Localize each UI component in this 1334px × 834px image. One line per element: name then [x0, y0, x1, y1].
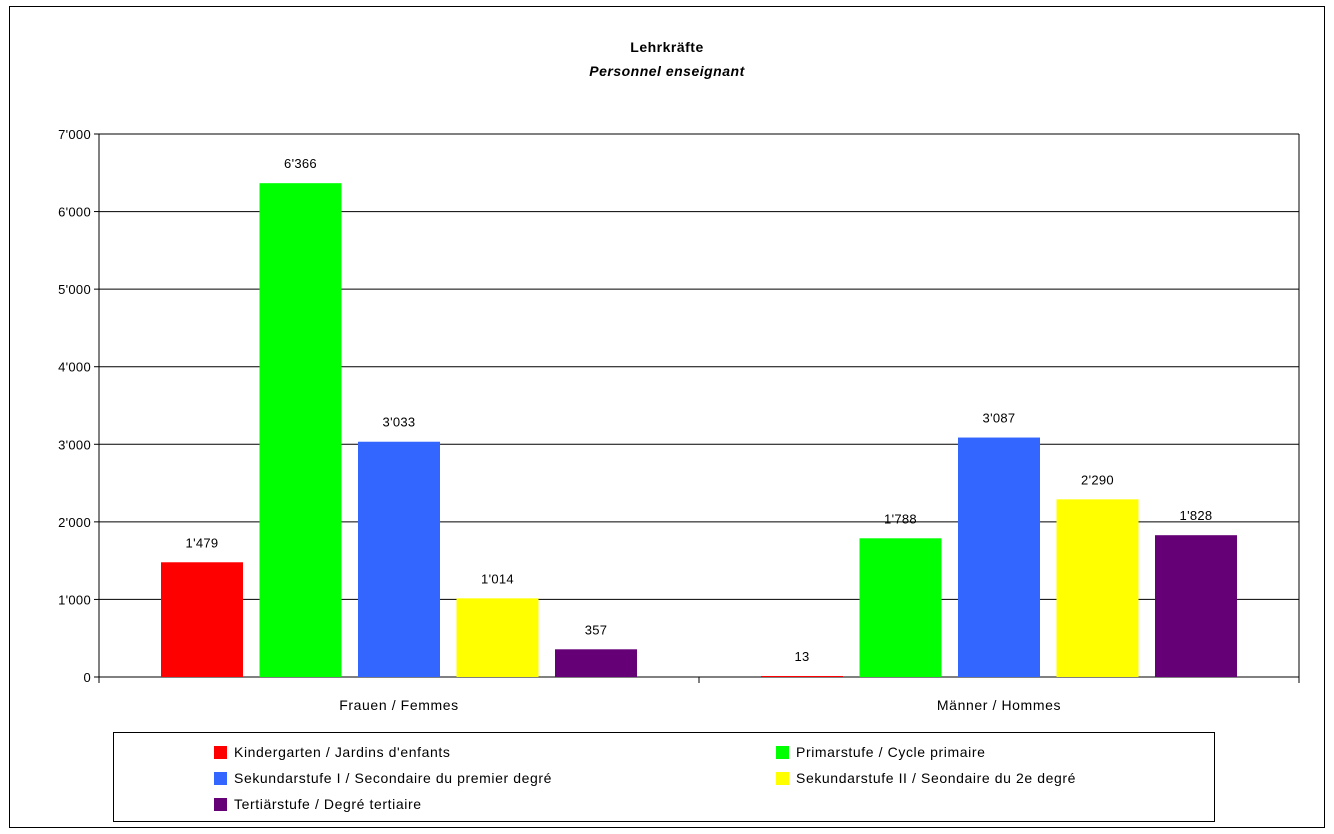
data-label: 1'014: [481, 571, 514, 586]
legend-label: Tertiärstufe / Degré tertiaire: [234, 796, 422, 812]
bar: [259, 183, 342, 677]
legend-label: Kindergarten / Jardins d'enfants: [234, 744, 451, 760]
bar: [456, 598, 539, 677]
legend-swatch: [214, 797, 227, 811]
data-label: 357: [585, 622, 608, 637]
legend-label: Sekundarstufe II / Seondaire du 2e degré: [796, 770, 1077, 786]
legend-swatch: [214, 771, 227, 785]
bar: [1155, 535, 1237, 677]
y-tick-label: 2'000: [58, 515, 91, 530]
legend-swatch: [776, 771, 789, 785]
legend-swatch: [214, 745, 227, 759]
bar: [761, 675, 843, 677]
y-tick-label: 1'000: [58, 592, 91, 607]
legend: Kindergarten / Jardins d'enfants Primarst…: [113, 732, 1215, 822]
chart-subtitle: Personnel enseignant: [589, 63, 745, 79]
plot-area: 0 1'000 2'000 3'000 4'000 5'000 6'000 7'000 1'47…: [58, 127, 1300, 713]
y-tick-label: 3'000: [58, 437, 91, 452]
y-tick-label: 5'000: [58, 282, 91, 297]
data-label: 1'479: [186, 535, 219, 550]
legend-label: Sekundarstufe I / Secondaire du premier …: [234, 770, 553, 786]
bar: [358, 441, 440, 677]
y-tick-label: 4'000: [58, 360, 91, 375]
data-label: 13: [794, 649, 809, 664]
legend-item: Primarstufe / Cycle primaire: [776, 742, 986, 762]
data-label: 3'033: [383, 415, 416, 430]
bar: [1056, 499, 1139, 677]
bar: [859, 538, 942, 677]
y-tick-label: 6'000: [58, 205, 91, 220]
y-tick-label: 0: [83, 670, 91, 685]
legend-label: Primarstufe / Cycle primaire: [796, 744, 986, 760]
legend-item: Tertiärstufe / Degré tertiaire: [214, 794, 422, 814]
legend-item: Sekundarstufe I / Secondaire du premier …: [214, 768, 552, 788]
bar: [555, 649, 637, 677]
legend-item: Kindergarten / Jardins d'enfants: [214, 742, 450, 762]
bar: [161, 562, 243, 677]
y-tick-label: 7'000: [58, 127, 91, 142]
x-category-label: Frauen / Femmes: [339, 697, 458, 713]
bar: [958, 437, 1040, 677]
data-label: 6'366: [284, 156, 317, 171]
data-label: 2'290: [1081, 472, 1114, 487]
data-label: 1'788: [884, 511, 917, 526]
chart-title: Lehrkräfte: [630, 39, 703, 55]
legend-swatch: [776, 745, 789, 759]
x-category-label: Männer / Hommes: [937, 697, 1061, 713]
chart-frame: [9, 6, 1325, 828]
legend-item: Sekundarstufe II / Seondaire du 2e degré: [776, 768, 1076, 788]
data-label: 1'828: [1180, 508, 1213, 523]
data-label: 3'087: [983, 411, 1016, 426]
